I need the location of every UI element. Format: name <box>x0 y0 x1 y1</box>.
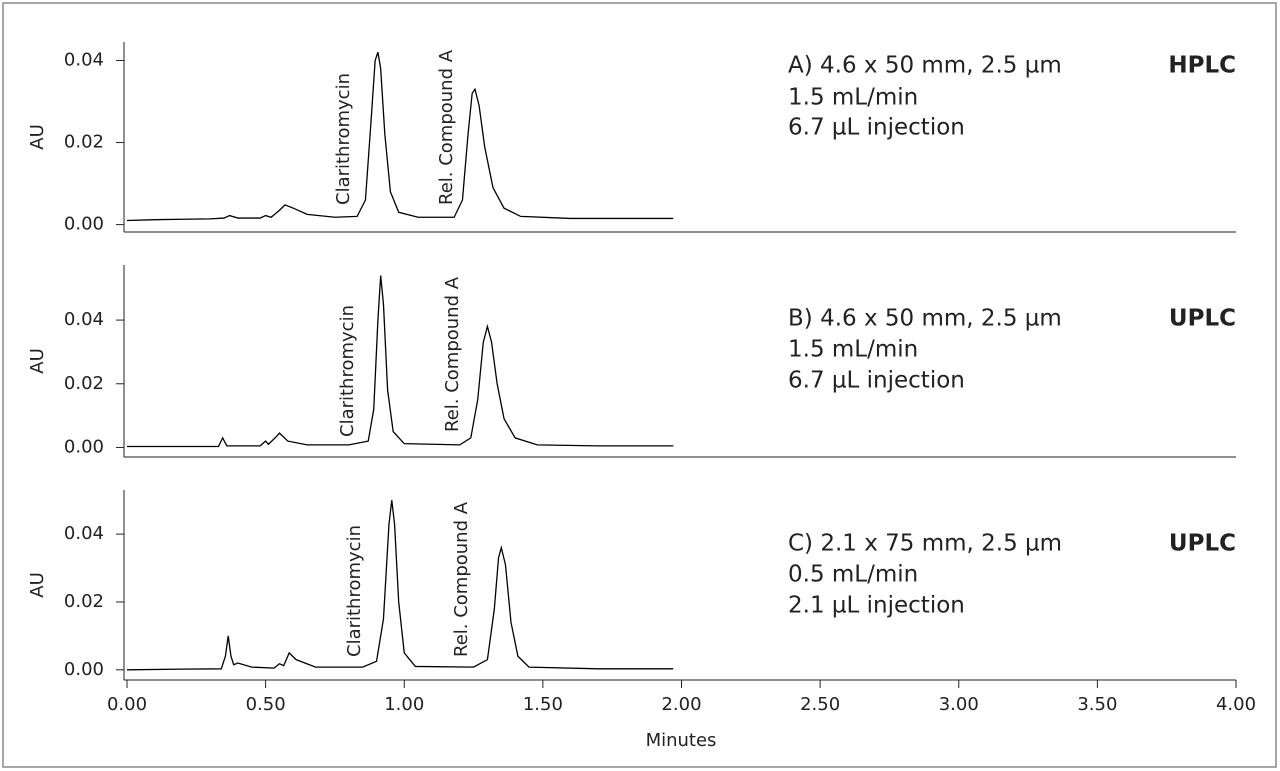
y-axis-label: AU <box>27 348 48 374</box>
y-axis-label: AU <box>27 572 48 598</box>
peak-label: Clarithromycin <box>344 525 365 657</box>
y-tick-label: 0.00 <box>64 659 104 680</box>
y-axis-label: AU <box>27 124 48 150</box>
condition: A) 4.6 x 50 mm, 2.5 µm <box>788 53 1062 79</box>
y-tick-label: 0.02 <box>64 591 104 612</box>
peak-label: Clarithromycin <box>333 73 354 205</box>
condition: 2.1 µL injection <box>788 593 965 619</box>
x-tick-label: 0.50 <box>246 694 286 715</box>
peak-label: Rel. Compound A <box>442 276 463 432</box>
condition: C) 2.1 x 75 mm, 2.5 µm <box>788 531 1062 557</box>
x-tick-label: 4.00 <box>1216 694 1256 715</box>
x-tick-label: 3.00 <box>939 694 979 715</box>
y-tick-label: 0.00 <box>64 436 104 457</box>
x-tick-label: 2.00 <box>661 694 701 715</box>
x-tick-label: 2.50 <box>800 694 840 715</box>
trace <box>126 52 674 222</box>
technique: UPLC <box>1169 306 1236 332</box>
y-tick-label: 0.04 <box>64 309 104 330</box>
y-tick-label: 0.04 <box>64 49 104 70</box>
peak-label: Clarithromycin <box>337 305 358 437</box>
condition: 6.7 µL injection <box>788 368 965 394</box>
y-tick-label: 0.00 <box>64 214 104 235</box>
trace <box>127 275 674 448</box>
condition: 6.7 µL injection <box>788 115 965 141</box>
technique: HPLC <box>1168 53 1236 79</box>
condition: 1.5 mL/min <box>788 85 918 111</box>
x-axis-label: Minutes <box>646 730 717 751</box>
trace <box>126 500 674 671</box>
peak-label: Rel. Compound A <box>436 49 457 205</box>
y-tick-label: 0.04 <box>64 523 104 544</box>
x-tick-label: 1.00 <box>384 694 424 715</box>
y-tick-label: 0.02 <box>64 132 104 153</box>
peak-label: Rel. Compound A <box>451 501 472 657</box>
x-tick-label: 3.50 <box>1077 694 1117 715</box>
y-tick-label: 0.02 <box>64 373 104 394</box>
condition: 0.5 mL/min <box>788 562 918 588</box>
condition: B) 4.6 x 50 mm, 2.5 µm <box>788 306 1062 332</box>
technique: UPLC <box>1169 531 1236 557</box>
x-tick-label: 1.50 <box>523 694 563 715</box>
x-tick-label: 0.00 <box>107 694 147 715</box>
condition: 1.5 mL/min <box>788 337 918 363</box>
